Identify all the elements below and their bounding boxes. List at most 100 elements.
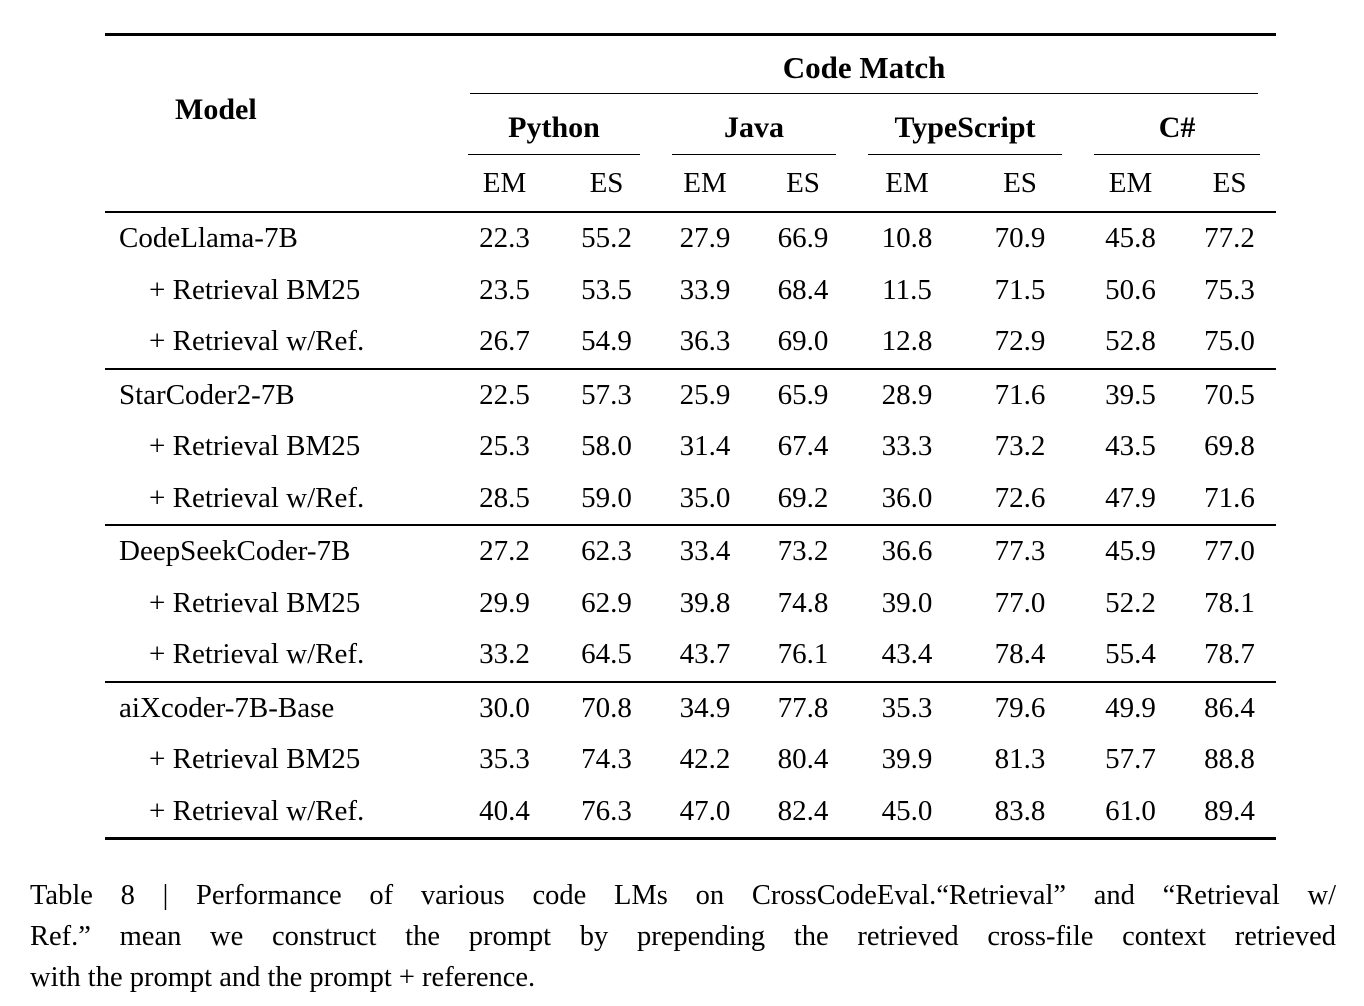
- metric-cell: 75.3: [1204, 273, 1255, 306]
- metric-cell: 78.1: [1204, 586, 1255, 619]
- metric-cell: 89.4: [1204, 794, 1255, 827]
- metric-cell: 33.2: [479, 638, 530, 671]
- metric-cell: 69.2: [777, 481, 829, 514]
- model-name: + Retrieval w/Ref.: [149, 794, 365, 827]
- metric-cell: 33.4: [679, 535, 731, 568]
- metric-cell: 55.2: [581, 222, 632, 255]
- metric-cell: 71.5: [994, 273, 1046, 306]
- metric-cell: 36.6: [881, 535, 933, 568]
- column-group-python: Python: [452, 94, 656, 155]
- model-name: + Retrieval BM25: [149, 273, 361, 306]
- metric-cell: 27.9: [679, 222, 731, 255]
- metric-cell: 10.8: [881, 222, 933, 255]
- metric-cell: 54.9: [581, 325, 632, 358]
- metric-cell: 77.8: [777, 691, 829, 724]
- metric-cell: 35.3: [881, 691, 933, 724]
- metric-cell: 74.8: [777, 586, 829, 619]
- metric-header-em: EM: [482, 166, 527, 199]
- model-name: + Retrieval BM25: [149, 586, 361, 619]
- caption-line: with the prompt and the prompt + referen…: [30, 962, 536, 993]
- table-row: CodeLlama-7B 22.3 55.2 27.9 66.9 10.8 70…: [105, 212, 1276, 265]
- metric-cell: 73.2: [994, 430, 1046, 463]
- metric-cell: 61.0: [1105, 794, 1156, 827]
- table-row: + Retrieval BM25 29.9 62.9 39.8 74.8 39.…: [105, 578, 1276, 630]
- typescript-label: TypeScript: [868, 111, 1062, 155]
- metric-cell: 11.5: [882, 273, 932, 306]
- metric-cell: 36.3: [679, 325, 731, 358]
- metric-cell: 81.3: [994, 743, 1046, 776]
- metric-cell: 78.4: [994, 638, 1046, 671]
- metric-cell: 22.3: [479, 222, 530, 255]
- model-name: + Retrieval w/Ref.: [149, 481, 365, 514]
- metric-cell: 47.0: [679, 794, 731, 827]
- metric-cell: 43.7: [679, 638, 731, 671]
- metric-cell: 55.4: [1105, 638, 1156, 671]
- metric-cell: 78.7: [1204, 638, 1255, 671]
- metric-cell: 72.9: [994, 325, 1046, 358]
- column-group-code-match: Code Match: [452, 35, 1276, 94]
- model-name: + Retrieval w/Ref.: [149, 638, 365, 671]
- metric-header-es: ES: [786, 166, 820, 199]
- metric-cell: 72.6: [994, 481, 1046, 514]
- metric-cell: 39.9: [881, 743, 933, 776]
- table-caption: Table 8 | Performance of various code LM…: [30, 875, 1336, 998]
- model-name: CodeLlama-7B: [119, 222, 298, 255]
- metric-cell: 70.8: [581, 691, 632, 724]
- table-row: DeepSeekCoder-7B 27.2 62.3 33.4 73.2 36.…: [105, 525, 1276, 578]
- table-row: + Retrieval w/Ref. 28.5 59.0 35.0 69.2 3…: [105, 473, 1276, 526]
- model-group-aixcoder: aiXcoder-7B-Base 30.0 70.8 34.9 77.8 35.…: [105, 681, 1277, 839]
- table-row: aiXcoder-7B-Base 30.0 70.8 34.9 77.8 35.…: [105, 682, 1276, 735]
- table-row: + Retrieval BM25 23.5 53.5 33.9 68.4 11.…: [105, 265, 1276, 317]
- metric-cell: 27.2: [479, 535, 530, 568]
- metric-cell: 77.3: [994, 535, 1046, 568]
- metric-cell: 52.8: [1105, 325, 1156, 358]
- metric-cell: 36.0: [881, 481, 933, 514]
- model-header-label: Model: [175, 92, 257, 126]
- column-group-typescript: TypeScript: [852, 94, 1078, 155]
- metric-header-em: EM: [683, 166, 727, 199]
- metric-cell: 68.4: [777, 273, 829, 306]
- metric-header-em: EM: [885, 166, 929, 199]
- model-group-starcoder2: StarCoder2-7B 22.5 57.3 25.9 65.9 28.9 7…: [105, 368, 1277, 526]
- metric-header-es: ES: [1003, 166, 1037, 199]
- metric-cell: 76.3: [581, 794, 632, 827]
- results-table: Model Code Match Python Java TypeScript …: [105, 33, 1277, 840]
- metric-cell: 57.3: [581, 378, 632, 411]
- metric-cell: 75.0: [1204, 325, 1255, 358]
- metric-cell: 39.8: [679, 586, 731, 619]
- metric-cell: 64.5: [581, 638, 632, 671]
- table-header: Model Code Match Python Java TypeScript …: [105, 35, 1277, 212]
- metric-cell: 22.5: [479, 378, 530, 411]
- table-row: StarCoder2-7B 22.5 57.3 25.9 65.9 28.9 7…: [105, 369, 1276, 422]
- metric-cell: 59.0: [581, 481, 632, 514]
- metric-cell: 62.3: [581, 535, 632, 568]
- metric-cell: 31.4: [679, 430, 731, 463]
- model-name: + Retrieval BM25: [149, 430, 361, 463]
- code-match-label: Code Match: [470, 50, 1259, 94]
- metric-cell: 71.6: [994, 378, 1046, 411]
- metric-cell: 45.0: [881, 794, 933, 827]
- metric-cell: 77.2: [1204, 222, 1255, 255]
- metric-cell: 42.2: [679, 743, 731, 776]
- metric-cell: 43.4: [881, 638, 933, 671]
- metric-cell: 88.8: [1204, 743, 1255, 776]
- metric-cell: 47.9: [1105, 481, 1156, 514]
- metric-cell: 76.1: [777, 638, 829, 671]
- header-row-metrics: EM ES EM ES EM ES EM ES: [105, 155, 1276, 212]
- metric-cell: 23.5: [479, 273, 530, 306]
- table-row: + Retrieval BM25 25.3 58.0 31.4 67.4 33.…: [105, 421, 1276, 473]
- metric-cell: 35.3: [479, 743, 530, 776]
- metric-cell: 33.9: [679, 273, 731, 306]
- metric-cell: 69.8: [1204, 430, 1255, 463]
- model-group-deepseekcoder: DeepSeekCoder-7B 27.2 62.3 33.4 73.2 36.…: [105, 525, 1277, 682]
- table-row: + Retrieval w/Ref. 40.4 76.3 47.0 82.4 4…: [105, 786, 1276, 839]
- metric-cell: 28.9: [881, 378, 933, 411]
- metric-cell: 77.0: [994, 586, 1046, 619]
- metric-cell: 40.4: [479, 794, 530, 827]
- metric-cell: 57.7: [1105, 743, 1156, 776]
- metric-cell: 66.9: [777, 222, 829, 255]
- caption-line: Ref.” mean we construct the prompt by pr…: [30, 921, 1336, 952]
- caption-line: Table 8 | Performance of various code LM…: [30, 880, 1336, 911]
- metric-cell: 62.9: [581, 586, 632, 619]
